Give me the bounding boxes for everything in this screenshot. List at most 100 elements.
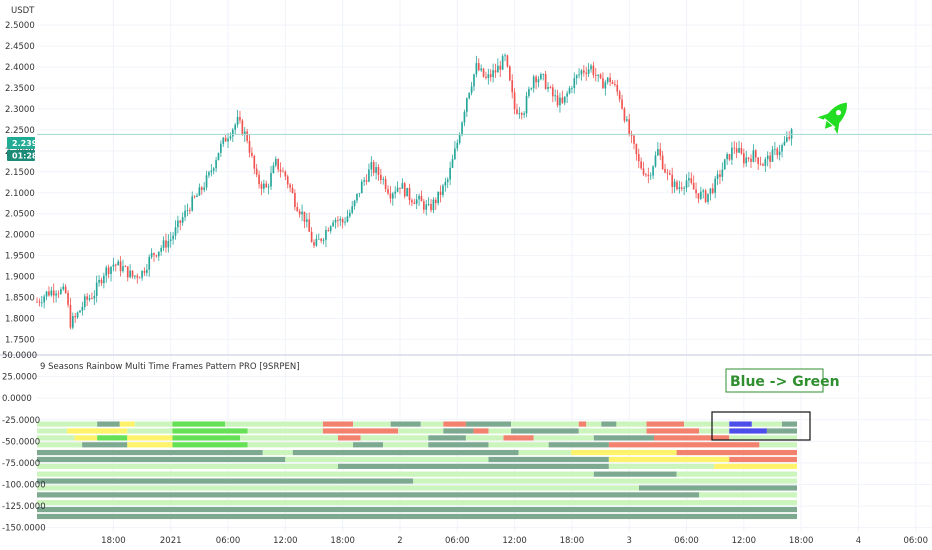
heat-cell (759, 442, 797, 448)
candle-body (692, 182, 695, 190)
candle-body (623, 108, 626, 121)
candle-body (387, 189, 389, 194)
candle-body (351, 206, 354, 213)
time-tick-label: 4 (856, 536, 861, 546)
heat-cell (119, 421, 135, 427)
candle-body (306, 219, 308, 222)
candle-body (659, 149, 662, 156)
candle-body (437, 191, 440, 204)
heat-cell (37, 449, 263, 456)
heat-cell (240, 435, 338, 441)
candle-body (583, 70, 585, 73)
candle-body (294, 192, 296, 208)
time-tick-label: 06:00 (674, 536, 699, 546)
candle-body (279, 169, 282, 172)
heat-cell (766, 428, 797, 434)
candle-body (561, 97, 564, 103)
candle-body (592, 65, 595, 76)
heat-cell (699, 492, 797, 498)
candle-body (365, 180, 368, 182)
candle-body (628, 119, 631, 135)
candle-body (528, 89, 530, 96)
candle-body (470, 86, 473, 93)
highlight-box (711, 411, 811, 441)
indicator-axis[interactable]: 50.0000 25.0000 0.0000 -25.0000 -50.0000 -75.… (2, 351, 46, 534)
heat-cell (608, 463, 715, 469)
candle-body (79, 310, 81, 313)
candle-body (322, 239, 325, 241)
candle-body (107, 267, 110, 274)
candle-body (71, 316, 74, 328)
candle-body (143, 270, 146, 273)
candle-body (764, 159, 767, 166)
price-tick-label: 2.3000 (5, 105, 35, 115)
candle-body (325, 230, 327, 240)
candle-body (76, 312, 79, 318)
price-axis[interactable]: 2.50002.45002.40002.35002.30002.25002.20… (5, 21, 35, 345)
heat-cell (37, 500, 797, 506)
heat-cell (593, 471, 677, 477)
candle-body (191, 196, 194, 211)
time-tick-label: 06:00 (445, 536, 470, 546)
candle-body (704, 190, 707, 202)
time-tick-label: 18:00 (330, 536, 355, 546)
heat-cell (729, 456, 797, 463)
candle-body (239, 116, 241, 121)
candle-body (726, 154, 728, 160)
candle-body (430, 204, 432, 211)
candle-body (277, 158, 280, 170)
indicator-tick-label: -150.0000 (2, 524, 46, 534)
heat-cell (127, 435, 173, 441)
candle-body (423, 201, 425, 210)
candle-body (45, 291, 48, 297)
candle-body (43, 296, 45, 303)
heat-cell (488, 456, 609, 463)
time-axis[interactable]: 18:00 2021 06:00 12:00 18:00 2 06:00 12:00 18:00… (101, 536, 928, 546)
candle-body (676, 181, 678, 190)
candle-body (420, 195, 423, 202)
candle-body (348, 212, 351, 217)
heat-cell (37, 513, 797, 520)
candle-body (62, 286, 65, 290)
heat-cell (465, 421, 512, 427)
candle-body (231, 129, 234, 137)
candle-body (630, 134, 633, 136)
candle-body (754, 150, 757, 158)
candle-body (680, 187, 683, 189)
candle-body (618, 91, 621, 100)
candle-body (688, 178, 690, 181)
annotation-label-box: Blue -> Green (725, 368, 840, 393)
candle-body (645, 174, 647, 176)
heat-cell (37, 506, 797, 513)
heat-cell (443, 421, 466, 427)
candle-body (513, 92, 516, 110)
candle-body (547, 87, 549, 89)
candle-body (296, 207, 299, 212)
candle-body (205, 175, 208, 188)
candle-body (544, 74, 547, 89)
candle-body (234, 124, 237, 130)
heat-cell (74, 435, 98, 441)
heat-cell (729, 421, 752, 427)
candle-body (485, 76, 487, 79)
candle-body (664, 168, 666, 173)
candle-body (274, 158, 277, 166)
candle-body (150, 253, 153, 258)
price-tick-label: 2.5000 (5, 21, 35, 31)
candle-body (401, 183, 404, 189)
candle-body (303, 211, 306, 222)
candle-body (697, 193, 700, 199)
candle-body (210, 170, 213, 173)
candle-body (673, 181, 676, 187)
candle-body (36, 301, 38, 303)
candle-body (442, 185, 444, 195)
heat-cell (751, 421, 782, 427)
candle-body (370, 162, 373, 170)
candle-body (112, 264, 115, 267)
candle-body (571, 88, 573, 89)
candle-body (738, 148, 740, 153)
candle-body (193, 196, 196, 198)
candle-body (482, 68, 485, 77)
candle-body (391, 193, 394, 199)
